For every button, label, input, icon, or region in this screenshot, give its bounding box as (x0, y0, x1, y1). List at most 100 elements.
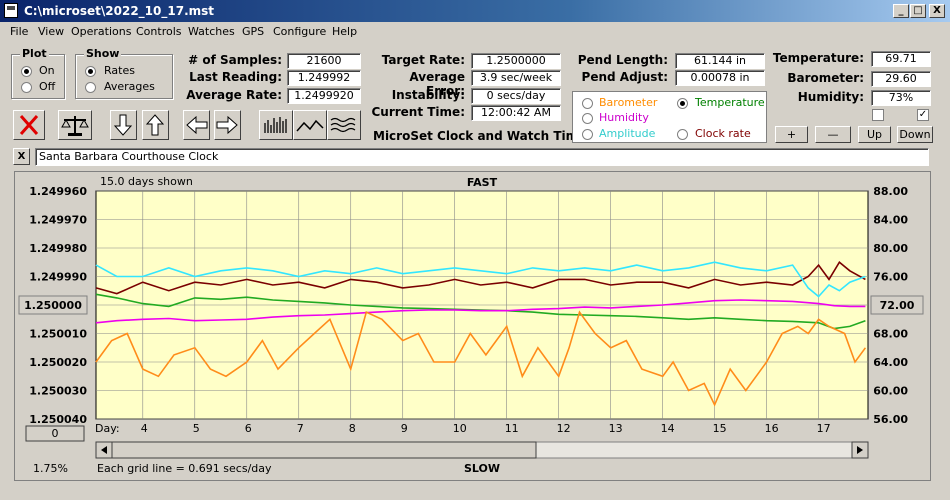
arrow-down-icon (113, 114, 133, 136)
arrow-up-icon (145, 114, 165, 136)
temperature-field: 69.71 (871, 51, 931, 67)
left-tick-label: 1.249970 (29, 214, 87, 227)
temperature-option: Temperature (695, 96, 765, 109)
temperature-label: Temperature: (772, 51, 864, 65)
up-button[interactable]: Up (858, 126, 891, 143)
app-icon[interactable] (4, 3, 18, 18)
menu-view[interactable]: View (38, 25, 65, 38)
amplitude-option: Amplitude (599, 127, 656, 140)
x-tick-label: 16 (765, 422, 779, 435)
right-tick-label: 76.00 (873, 271, 908, 284)
plot-off-radio[interactable] (21, 82, 32, 93)
barometer-radio[interactable] (582, 98, 593, 109)
menu-controls[interactable]: Controls (136, 25, 182, 38)
x-tick-label: 12 (557, 422, 571, 435)
show-averages-radio[interactable] (85, 82, 96, 93)
series-line-humidity (95, 299, 866, 324)
menu-operations[interactable]: Operations (71, 25, 132, 38)
series-line-clock-rate (95, 260, 866, 295)
right-tick-label: 60.00 (873, 385, 908, 398)
plot-on-label: On (39, 64, 55, 77)
option-checkbox-1[interactable] (872, 109, 884, 121)
balance-button[interactable] (58, 110, 92, 140)
clock-close-button[interactable]: X (13, 148, 30, 165)
plot-on-radio[interactable] (21, 66, 32, 77)
minimize-button[interactable]: _ (893, 4, 909, 18)
arrow-left-icon (186, 115, 208, 135)
left-tick-label: 1.250010 (29, 328, 87, 341)
chart-bottom-label: SLOW (464, 462, 500, 475)
humidity-field: 73% (871, 90, 931, 106)
x-tick-label: 9 (401, 422, 408, 435)
last-reading-field: 1.249992 (287, 70, 361, 86)
menu-watches[interactable]: Watches (188, 25, 235, 38)
instability-field: 0 secs/day (471, 88, 561, 104)
right-tick-label: 64.00 (873, 356, 908, 369)
menu-gps[interactable]: GPS (242, 25, 265, 38)
arrow-right-icon (216, 115, 238, 135)
clock-name-field[interactable]: Santa Barbara Courthouse Clock (35, 148, 929, 166)
days-shown-label: 15.0 days shown (100, 175, 193, 188)
x-tick-label: 6 (245, 422, 252, 435)
left-tick-label: 1.250030 (29, 385, 87, 398)
temperature-radio[interactable] (677, 98, 688, 109)
scroll-left-button[interactable] (183, 110, 210, 140)
line-view-button[interactable] (293, 110, 327, 140)
target-rate-field: 1.2500000 (471, 53, 561, 69)
scroll-up-button[interactable] (142, 110, 169, 140)
scroll-right-button[interactable] (214, 110, 241, 140)
menu-help[interactable]: Help (332, 25, 358, 38)
chart-panel: 4 5 6 7 8 9 10 11 12 13 14 15 16 17 Day: 1.249960 1.2499… (14, 171, 931, 481)
show-group-title: Show (84, 47, 122, 60)
x-tick-label: 7 (297, 422, 304, 435)
zero-button[interactable] (25, 425, 85, 442)
app-caption: MicroSet Clock and Watch Timer (373, 129, 593, 143)
x-tick-label: 8 (349, 422, 356, 435)
scroll-right-arrow-icon[interactable] (857, 446, 863, 454)
last-reading-label: Last Reading: (189, 70, 282, 84)
down-button[interactable]: Down (897, 126, 933, 143)
h-scrollbar-thumb[interactable] (111, 441, 537, 459)
barometer-option: Barometer (599, 96, 658, 109)
window-title: C:\microset\2022_10_17.mst (24, 4, 215, 18)
pend-adjust-label: Pend Adjust: (581, 70, 668, 84)
minus-button[interactable]: — (815, 126, 851, 143)
average-error-field: 3.9 sec/week (471, 70, 561, 86)
show-rates-radio[interactable] (85, 66, 96, 77)
x-tick-label: 4 (141, 422, 148, 435)
humidity-label: Humidity: (797, 90, 864, 104)
average-error-label: Average Error: (409, 70, 465, 98)
maximize-button[interactable]: □ (910, 4, 926, 18)
menu-file[interactable]: File (10, 25, 29, 38)
close-button[interactable]: X (929, 4, 945, 18)
clock-rate-option: Clock rate (695, 127, 751, 140)
samples-field: 21600 (287, 53, 361, 69)
amplitude-radio[interactable] (582, 129, 593, 140)
grid-note: Each grid line = 0.691 secs/day (97, 462, 272, 475)
show-rates-label: Rates (104, 64, 135, 77)
x-tick-label: 14 (661, 422, 675, 435)
scroll-left-arrow-icon[interactable] (101, 446, 107, 454)
left-tick-label: 1.249980 (29, 242, 87, 255)
x-tick-label: 5 (193, 422, 200, 435)
wave-view-button[interactable] (327, 110, 361, 140)
clock-rate-radio[interactable] (677, 129, 688, 140)
chart-title: FAST (467, 176, 498, 189)
option-checkbox-2[interactable]: ✓ (917, 109, 929, 121)
humidity-radio[interactable] (582, 113, 593, 124)
menu-bar: File View Operations Controls Watches GP… (0, 22, 950, 42)
average-rate-label: Average Rate: (186, 88, 282, 102)
plus-button[interactable]: + (775, 126, 808, 143)
bar-view-button[interactable] (259, 110, 293, 140)
right-tick-label: 84.00 (873, 214, 908, 227)
clear-button[interactable] (13, 110, 45, 140)
scroll-down-button[interactable] (110, 110, 137, 140)
pend-length-label: Pend Length: (577, 53, 668, 67)
percent-label: 1.75% (33, 462, 68, 475)
x-tick-label: 10 (453, 422, 467, 435)
title-bar: C:\microset\2022_10_17.mst _ □ X (0, 0, 950, 22)
menu-configure[interactable]: Configure (273, 25, 327, 38)
barometer-field: 29.60 (871, 71, 931, 87)
left-tick-label: 1.250020 (29, 356, 87, 369)
humidity-option: Humidity (599, 111, 649, 124)
